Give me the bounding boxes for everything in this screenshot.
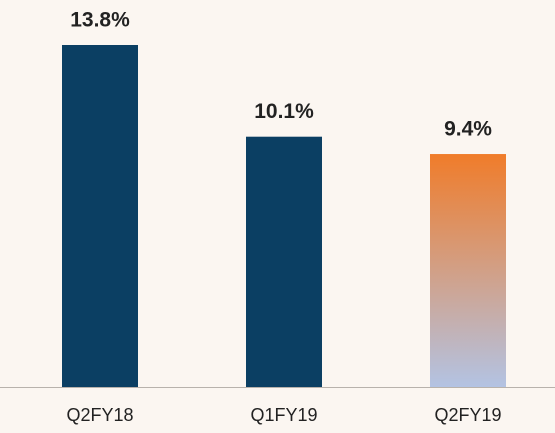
bar [430, 154, 506, 387]
value-label: 10.1% [254, 100, 314, 123]
value-label: 13.8% [70, 9, 130, 32]
x-tick-label: Q2FY18 [66, 405, 133, 425]
value-label: 9.4% [444, 118, 492, 141]
x-tick-label: Q2FY19 [434, 405, 501, 425]
bar [246, 136, 322, 387]
bar [62, 45, 138, 387]
x-tick-label: Q1FY19 [250, 405, 317, 425]
